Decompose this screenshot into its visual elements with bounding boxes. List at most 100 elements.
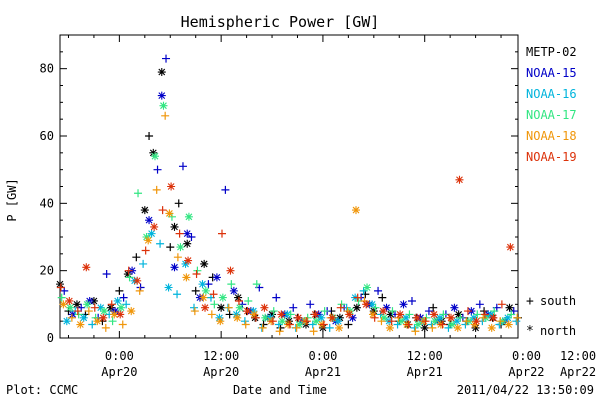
data-point-south [173,290,182,299]
data-point-south [387,317,396,326]
data-point-north [260,303,269,312]
data-point-north [96,303,105,312]
y-tick-label: 0 [47,331,54,345]
data-point-south [275,327,284,336]
series-noaa-15 [60,54,518,326]
data-point-south [122,300,131,309]
data-point-south [108,317,117,326]
x-tick-date-label: Apr22 [560,365,596,379]
x-tick-time-label: 12:00 [560,349,596,363]
marker-legend-symbol: + [526,294,534,309]
data-point-north [56,280,64,289]
data-point-north [145,216,154,225]
data-point-south [507,310,516,319]
data-point-south [513,313,522,322]
data-point-north [215,313,224,322]
data-point-south [480,307,489,316]
data-point-south [462,317,471,326]
x-tick-date-label: Apr22 [508,365,544,379]
data-point-south [74,310,83,319]
data-point-north [294,313,303,322]
data-point-north [234,293,243,302]
data-point-north [116,310,125,319]
data-point-north [198,280,207,289]
data-point-north [170,222,179,231]
data-point-north [345,310,354,319]
data-point-south [221,185,230,194]
data-point-north [212,273,221,282]
data-point-south [292,323,301,332]
data-point-north [261,313,270,322]
marker-legend-label: south [540,294,576,308]
data-point-south [156,239,165,248]
data-point-north [149,148,158,157]
data-point-south [252,280,261,289]
data-point-north [181,259,190,268]
data-point-north [100,307,109,316]
data-point-north [471,323,480,332]
marker-legend-symbol: * [526,324,534,339]
data-point-south [241,320,250,329]
data-point-north [83,300,92,309]
data-point-north [317,313,326,322]
data-point-north [266,313,275,322]
data-point-south [60,286,69,295]
data-point-north [106,303,115,312]
data-point-south [102,270,111,279]
data-point-south [135,286,144,295]
data-point-north [413,320,422,329]
data-point-south [393,320,402,329]
data-point-north [157,68,166,77]
data-point-south [84,307,93,316]
data-point-north [268,310,277,319]
data-point-south [337,300,346,309]
data-point-north [379,313,388,322]
data-point-south [88,320,97,329]
data-point-north [505,303,514,312]
data-point-south [306,300,315,309]
data-point-north [89,296,98,305]
data-point-north [182,273,191,282]
data-point-north [335,323,344,332]
data-point-north [113,296,122,305]
legend-entry-noaa-18: NOAA-18 [526,129,577,143]
data-point-north [430,317,439,326]
data-point-south [475,300,484,309]
data-point-south [429,303,438,312]
series-metp-02 [56,68,522,332]
data-point-north [420,323,429,332]
data-point-south [175,229,184,238]
data-point-south [289,303,298,312]
data-point-south [225,310,234,319]
data-point-south [207,310,216,319]
data-point-south [187,233,196,241]
data-point-north [396,317,405,326]
data-point-north [232,310,241,319]
data-point-south [161,111,170,120]
data-point-south [461,320,470,329]
data-point-south [439,310,448,319]
x-tick-time-label: 0:00 [105,349,134,363]
plot-frame [59,34,519,339]
data-point-south [336,303,345,312]
series-noaa-19 [56,175,515,329]
data-point-south [359,286,368,295]
data-point-south [424,307,433,316]
data-point-north [430,310,439,319]
data-point-south [125,273,134,282]
data-point-north [65,296,74,305]
data-point-north [452,317,461,326]
data-point-north [368,300,377,309]
data-point-south [174,199,183,208]
data-point-north [312,317,321,326]
data-point-north [487,323,496,332]
data-point-south [421,317,430,326]
data-point-north [233,313,242,322]
data-point-south [118,320,127,329]
data-point-south [132,253,141,262]
data-point-south [308,320,317,329]
data-point-north [450,303,459,312]
data-point-north [489,313,498,322]
data-point-north [200,259,209,268]
